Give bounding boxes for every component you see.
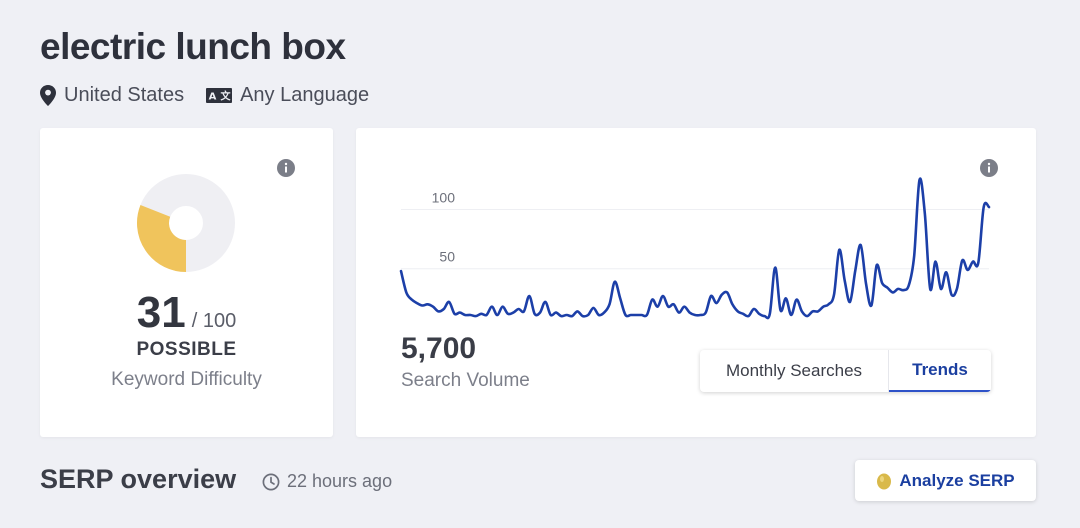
monthly-searches-tab[interactable]: Monthly Searches — [700, 350, 889, 392]
analyze-serp-label: Analyze SERP — [899, 470, 1015, 490]
y-tick-label: 50 — [439, 249, 455, 265]
analyze-serp-button[interactable]: Analyze SERP — [855, 460, 1036, 501]
lemon-icon — [877, 473, 892, 489]
trends-tab[interactable]: Trends — [889, 350, 991, 392]
info-icon[interactable] — [980, 159, 998, 177]
search-volume-value: 5,700 — [401, 332, 477, 365]
search-volume-label: Search Volume — [401, 370, 530, 391]
language-selector[interactable]: A 文 Any Language — [206, 84, 369, 107]
trend-line — [399, 177, 991, 320]
location-pin-icon — [40, 85, 56, 106]
translate-icon: A 文 — [206, 88, 233, 103]
serp-timestamp: 22 hours ago — [262, 471, 392, 492]
difficulty-score: 31/ 100 — [40, 288, 333, 338]
difficulty-gauge — [137, 174, 235, 272]
difficulty-level: POSSIBLE — [136, 339, 237, 360]
volume-view-toggle: Monthly Searches Trends — [700, 350, 991, 392]
location-selector[interactable]: United States — [40, 84, 184, 107]
y-tick-label: 100 — [432, 189, 456, 205]
keyword-title: electric lunch box — [40, 26, 346, 67]
info-icon[interactable] — [277, 159, 295, 177]
keyword-meta: United States A 文 Any Language — [40, 84, 391, 107]
difficulty-label: Keyword Difficulty — [111, 369, 262, 390]
serp-overview-title: SERP overview — [40, 464, 237, 494]
location-label: United States — [64, 84, 185, 106]
clock-icon — [262, 473, 280, 490]
language-label: Any Language — [240, 84, 370, 106]
difficulty-score-max: / 100 — [191, 310, 237, 332]
svg-text:A: A — [209, 92, 217, 103]
svg-text:文: 文 — [221, 90, 232, 103]
serp-time-label: 22 hours ago — [287, 471, 393, 491]
search-volume-card: 50 100 5,700 Search Volume Monthly Search… — [356, 128, 1036, 437]
trend-chart: 50 100 — [399, 177, 991, 320]
difficulty-score-value: 31 — [136, 288, 186, 337]
gauge-fill — [137, 204, 188, 272]
keyword-difficulty-card: 31/ 100 POSSIBLE Keyword Difficulty — [40, 128, 333, 437]
